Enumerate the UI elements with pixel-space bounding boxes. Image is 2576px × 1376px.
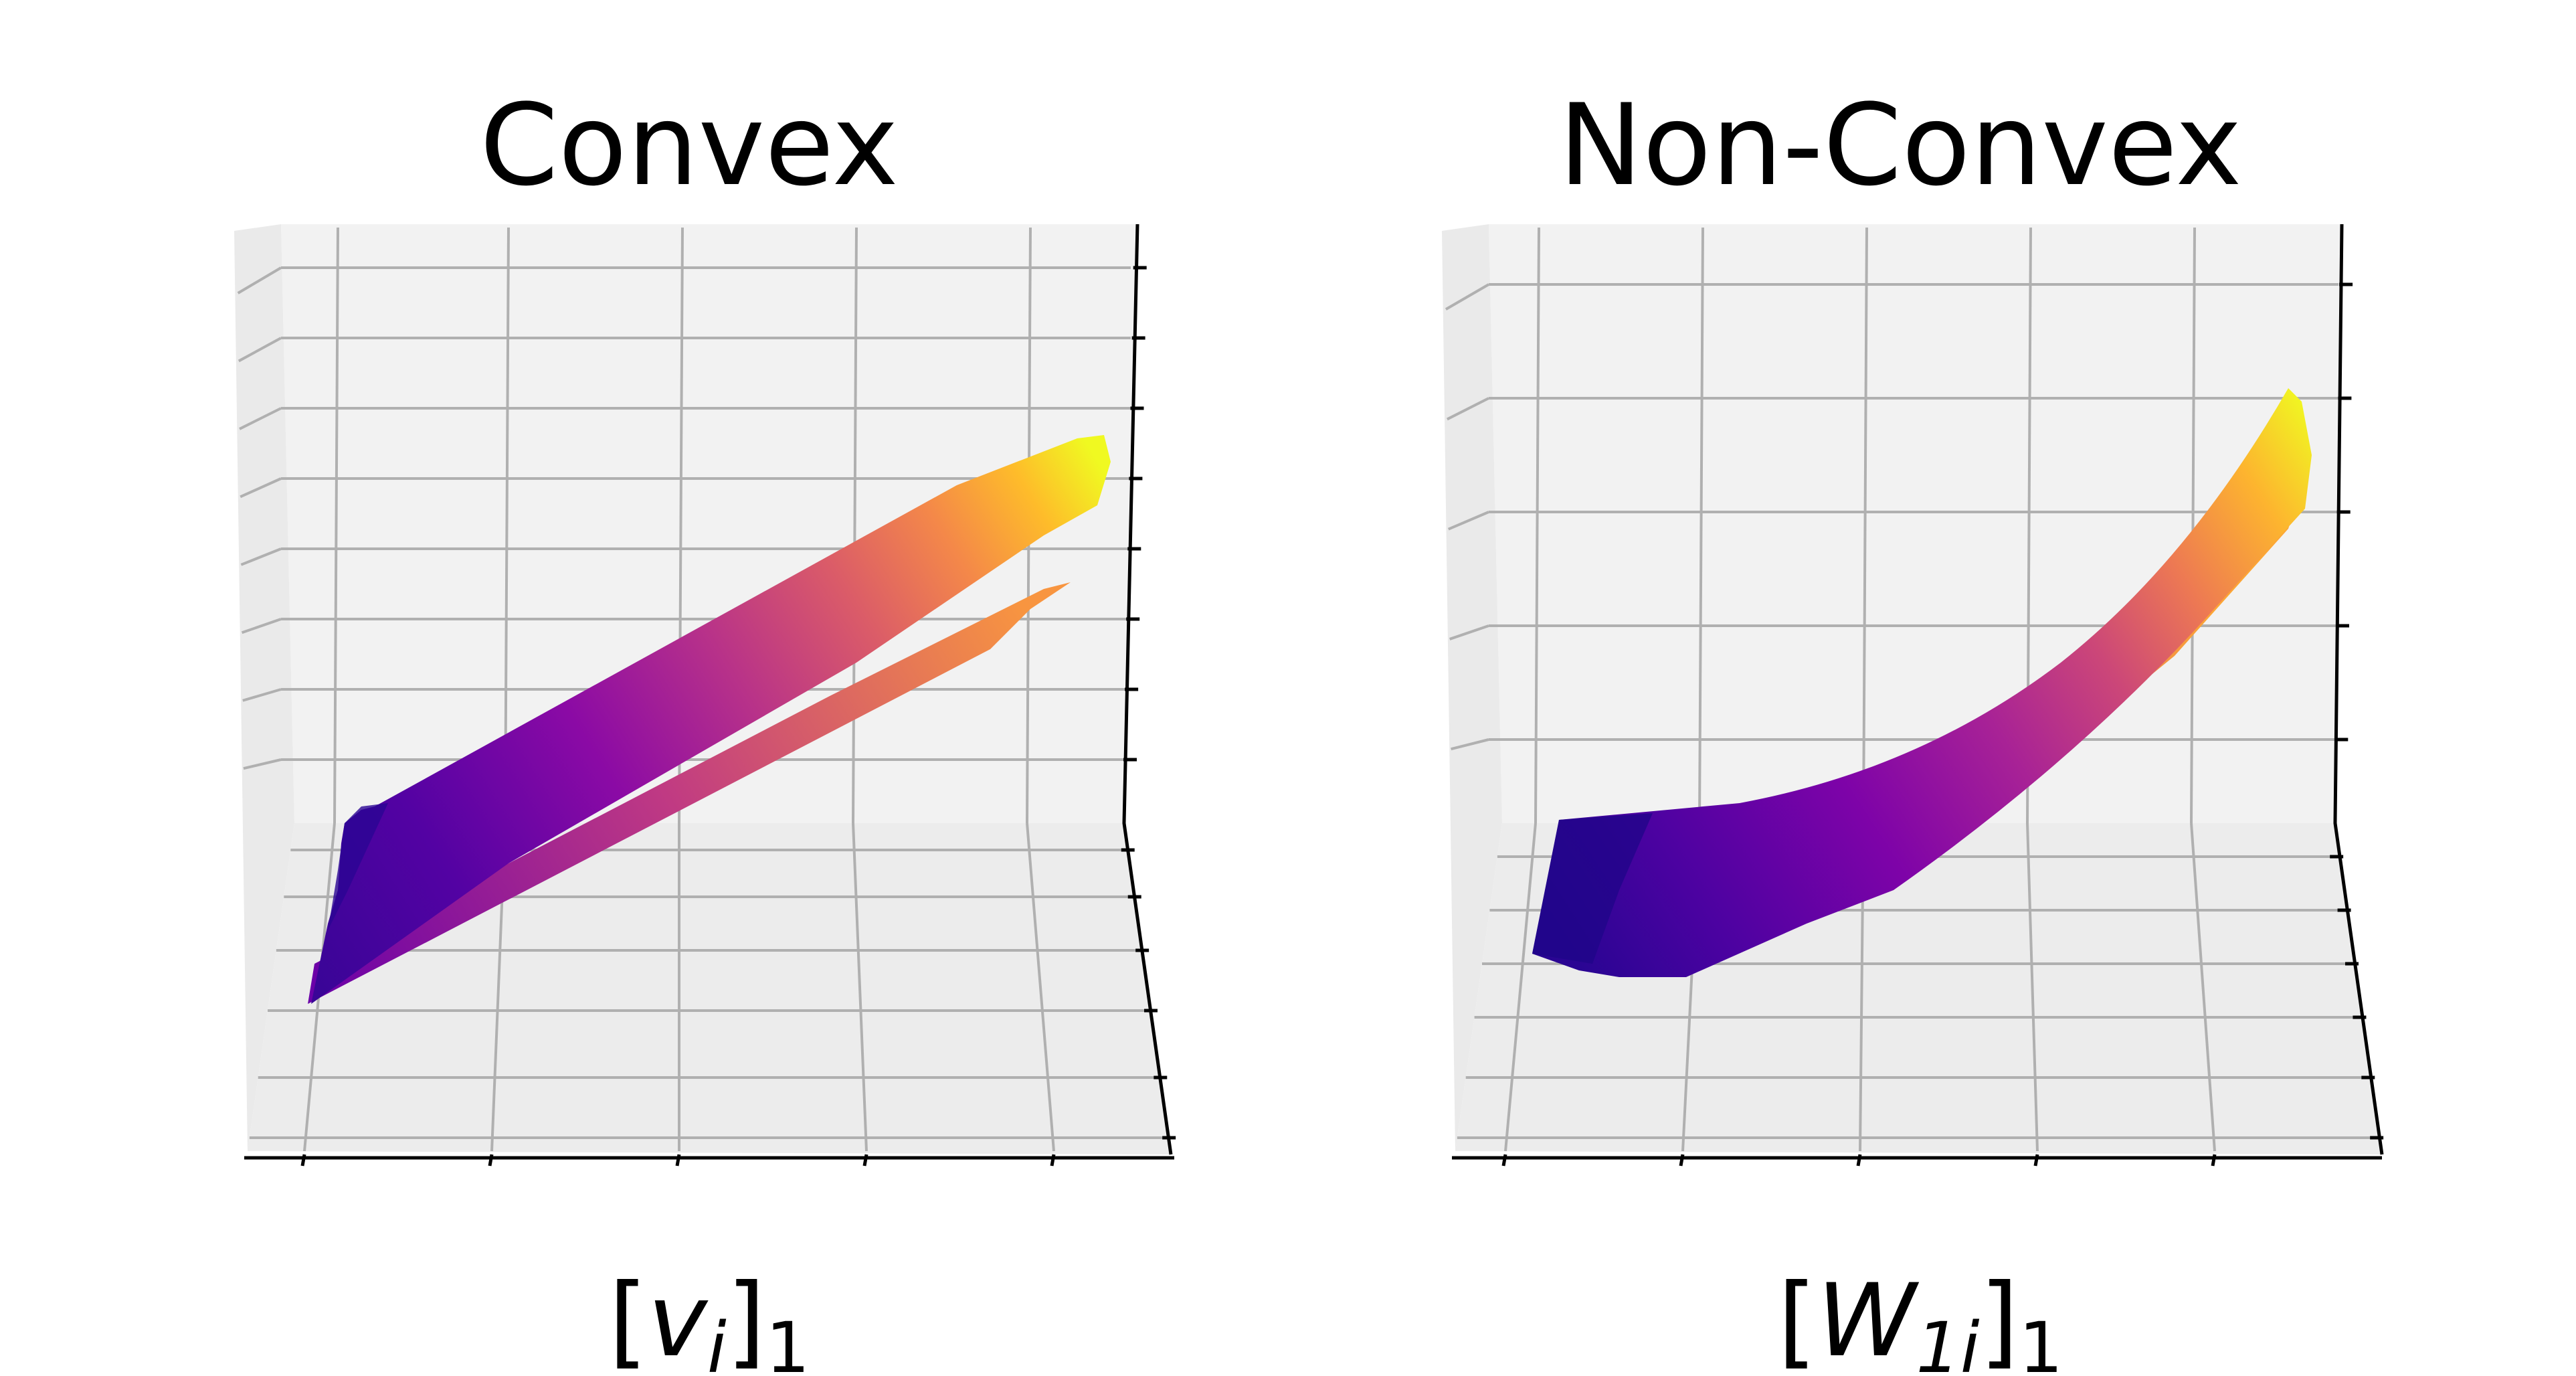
x-tick (1679, 1154, 1685, 1167)
axis-ticks (300, 266, 1176, 1167)
grid-line (2190, 823, 2216, 1152)
x-label-main: [ (609, 1263, 648, 1376)
grid-line (1862, 227, 1868, 824)
grid-line (242, 688, 282, 702)
surface-curved (1532, 388, 2312, 977)
grid-line (1698, 227, 1704, 824)
surface-linear (308, 435, 1111, 1004)
axis-ticks (1501, 282, 2384, 1167)
grid-line (852, 823, 868, 1152)
surface-edge-dark (328, 803, 388, 930)
grid-line (333, 227, 339, 824)
grid-line (2190, 227, 2196, 824)
x-label-variable: W (1817, 1263, 1919, 1376)
grid-line (241, 618, 282, 634)
x-tick (1501, 1154, 1507, 1167)
x-tick (2211, 1154, 2217, 1167)
grid-line (2026, 823, 2039, 1152)
surface-edge-dark (1532, 813, 1653, 964)
x-label-sub: 1i (1916, 1307, 1980, 1376)
axes-3d-box (1442, 224, 2384, 1167)
axis-lines (244, 224, 1174, 1160)
x-axis-label: [vi]1 (609, 1263, 810, 1376)
x-tick (675, 1154, 681, 1167)
grid-line (243, 758, 282, 770)
grid-line (1504, 823, 1537, 1152)
z-axis-line (1122, 224, 1173, 1155)
x-label-main: [ (1778, 1263, 1817, 1376)
z-axis-line (2333, 224, 2384, 1155)
x-label-variable: v (648, 1263, 709, 1376)
chart-title: Non-Convex (1558, 80, 2241, 211)
x-label-outer-sub: 1 (765, 1307, 810, 1376)
panel-non-convex: Non-Convex [W1i]1 (1442, 80, 2384, 1376)
grid-line (237, 266, 282, 294)
x-label-sub: i (707, 1307, 727, 1376)
x-tick (488, 1154, 494, 1167)
grid-line (1534, 227, 1540, 824)
grid-line (1447, 511, 1489, 531)
panel-convex: Convex [vi]1 (234, 80, 1176, 1376)
chart-title: Convex (480, 80, 899, 211)
x-label-close: ] (1980, 1263, 2019, 1376)
grid-line (240, 477, 282, 499)
x-tick (1856, 1154, 1862, 1167)
x-tick (300, 1154, 306, 1167)
grid-line (504, 227, 510, 824)
grid-line (1449, 624, 1489, 640)
x-tick (1050, 1154, 1056, 1167)
grid-line (238, 337, 282, 363)
surface-underside (308, 582, 1071, 1004)
grid-line (1446, 397, 1489, 421)
grid-line (852, 227, 858, 824)
grid-line (1445, 283, 1490, 311)
x-axis-label: [W1i]1 (1778, 1263, 2063, 1376)
surface-body (1532, 388, 2312, 977)
grid-line (240, 547, 282, 566)
left-pane (234, 224, 294, 1151)
grid-line (239, 407, 282, 430)
left-pane (1442, 224, 1502, 1151)
grid-line (1451, 738, 1489, 751)
grid-line (1026, 823, 1055, 1152)
x-tick (862, 1154, 868, 1167)
axis-lines (1452, 224, 2384, 1160)
x-tick (2033, 1154, 2039, 1167)
surface-body (311, 435, 1111, 1004)
x-label-close: ] (727, 1263, 766, 1376)
x-label-outer-sub: 1 (2019, 1307, 2063, 1376)
